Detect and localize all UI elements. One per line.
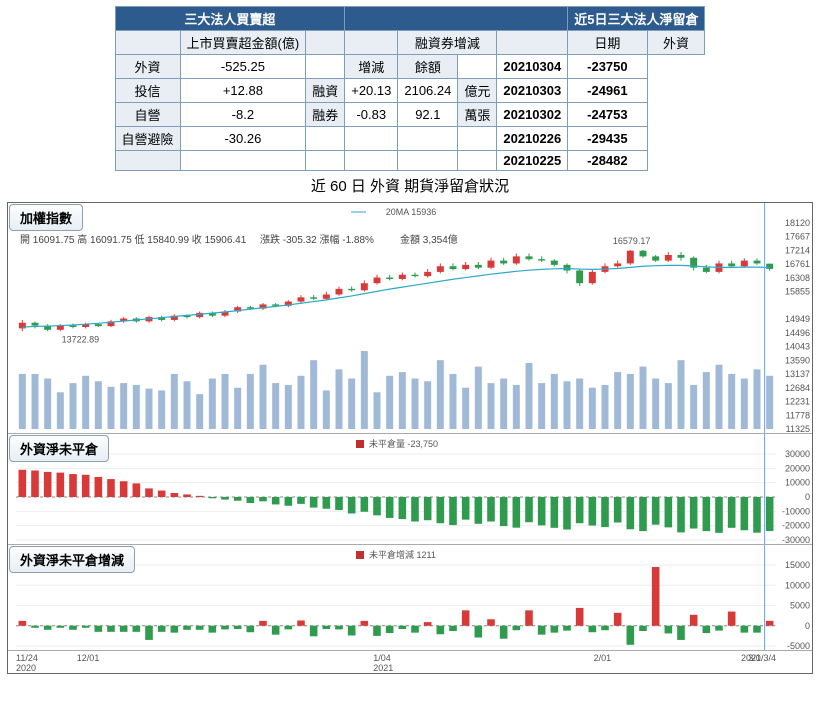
right-val: -23750 bbox=[568, 55, 647, 79]
panel3-title: 外資淨未平倉增減 bbox=[9, 546, 135, 573]
right-date: 20210226 bbox=[497, 127, 568, 151]
panel-open-interest-change: 外資淨未平倉增減 15000 10000 5000 0 -5000 未平倉增減 1211 bbox=[8, 545, 812, 651]
charts-container: 加權指數 18120 17667 17214 16761 16308 15855 14949… bbox=[7, 202, 813, 674]
svg-text:13590: 13590 bbox=[785, 355, 810, 365]
x-axis: 11/24202012/011/0420212/013/02021/3/4 bbox=[8, 651, 812, 673]
svg-text:13722.89: 13722.89 bbox=[62, 335, 100, 345]
svg-text:12231: 12231 bbox=[785, 397, 810, 407]
svg-text:15855: 15855 bbox=[785, 287, 810, 297]
svg-text:未平倉增減 1211: 未平倉增減 1211 bbox=[369, 549, 436, 560]
svg-text:5000: 5000 bbox=[790, 601, 810, 611]
left-val: -8.2 bbox=[180, 103, 306, 127]
svg-text:-5000: -5000 bbox=[787, 641, 810, 650]
svg-text:20MA 15936: 20MA 15936 bbox=[386, 207, 437, 217]
left-col1-head bbox=[115, 31, 180, 55]
svg-text:開 16091.75 高 16091.75 低 1584: 開 16091.75 高 16091.75 低 15840.99 收 15906… bbox=[20, 233, 247, 246]
svg-text:30000: 30000 bbox=[785, 449, 810, 459]
svg-text:14043: 14043 bbox=[785, 342, 810, 352]
panel2-title: 外資淨未平倉 bbox=[9, 435, 109, 462]
mid-head: 融資券增減 bbox=[398, 31, 497, 55]
svg-text:18120: 18120 bbox=[785, 218, 810, 228]
svg-text:16308: 16308 bbox=[785, 273, 810, 283]
svg-text:未平倉量 -23,750: 未平倉量 -23,750 bbox=[369, 438, 438, 449]
svg-text:17667: 17667 bbox=[785, 232, 810, 242]
svg-text:-10000: -10000 bbox=[782, 506, 810, 516]
left-label: 外資 bbox=[115, 55, 180, 79]
left-header: 三大法人買賣超 bbox=[115, 7, 345, 31]
panel1-title: 加權指數 bbox=[9, 204, 83, 231]
svg-text:1/04: 1/04 bbox=[373, 653, 391, 663]
svg-text:漲跌 -305.32 漲幅 -1.88%: 漲跌 -305.32 漲幅 -1.88% bbox=[260, 233, 374, 246]
caption: 近 60 日 外資 期貨淨留倉狀況 bbox=[6, 175, 814, 196]
right-date: 20210302 bbox=[497, 103, 568, 127]
left-val: +12.88 bbox=[180, 79, 306, 103]
panel-index: 加權指數 18120 17667 17214 16761 16308 15855 14949… bbox=[8, 203, 812, 434]
right-val: -28482 bbox=[568, 151, 647, 171]
right-header: 近5日三大法人淨留倉 bbox=[568, 7, 705, 31]
svg-text:17214: 17214 bbox=[785, 245, 810, 255]
top-table: 三大法人買賣超 近5日三大法人淨留倉 上市買賣超金額(億) 融資券增減 日期 外… bbox=[115, 6, 706, 171]
right-val: -24961 bbox=[568, 79, 647, 103]
right-col-foreign: 外資 bbox=[647, 31, 705, 55]
svg-text:2021/3/4: 2021/3/4 bbox=[741, 653, 776, 663]
left-label: 投信 bbox=[115, 79, 180, 103]
svg-text:12684: 12684 bbox=[785, 383, 810, 393]
left-val: -525.25 bbox=[180, 55, 306, 79]
svg-text:10000: 10000 bbox=[785, 580, 810, 590]
svg-text:14949: 14949 bbox=[785, 314, 810, 324]
svg-text:2021: 2021 bbox=[373, 663, 393, 673]
svg-text:11325: 11325 bbox=[786, 424, 810, 433]
left-val: -30.26 bbox=[180, 127, 306, 151]
svg-text:0: 0 bbox=[805, 492, 810, 502]
svg-text:12/01: 12/01 bbox=[77, 653, 100, 663]
right-date: 20210225 bbox=[497, 151, 568, 171]
right-val: -29435 bbox=[568, 127, 647, 151]
right-date: 20210304 bbox=[497, 55, 568, 79]
svg-text:20000: 20000 bbox=[785, 463, 810, 473]
svg-text:金額 3,354億: 金額 3,354億 bbox=[400, 233, 458, 246]
svg-text:15000: 15000 bbox=[785, 560, 810, 570]
right-val: -24753 bbox=[568, 103, 647, 127]
right-date: 20210303 bbox=[497, 79, 568, 103]
left-col2-head: 上市買賣超金額(億) bbox=[180, 31, 306, 55]
left-label: 自營避險 bbox=[115, 127, 180, 151]
svg-text:14496: 14496 bbox=[785, 328, 810, 338]
svg-text:11778: 11778 bbox=[786, 410, 810, 420]
svg-text:0: 0 bbox=[805, 621, 810, 631]
left-label: 自營 bbox=[115, 103, 180, 127]
svg-text:10000: 10000 bbox=[785, 478, 810, 488]
panel-open-interest: 外資淨未平倉 30000 20000 10000 0 -10000 -20000 -3000… bbox=[8, 434, 812, 545]
svg-text:-20000: -20000 bbox=[782, 521, 810, 531]
svg-text:13137: 13137 bbox=[785, 369, 810, 379]
svg-text:11/24: 11/24 bbox=[16, 653, 38, 663]
svg-text:16579.17: 16579.17 bbox=[613, 236, 651, 246]
svg-text:-30000: -30000 bbox=[782, 535, 810, 544]
mid-header-spacer bbox=[345, 7, 568, 31]
svg-text:2/01: 2/01 bbox=[594, 653, 612, 663]
right-col-date: 日期 bbox=[568, 31, 647, 55]
svg-text:2020: 2020 bbox=[16, 663, 36, 673]
svg-text:16761: 16761 bbox=[785, 259, 810, 269]
